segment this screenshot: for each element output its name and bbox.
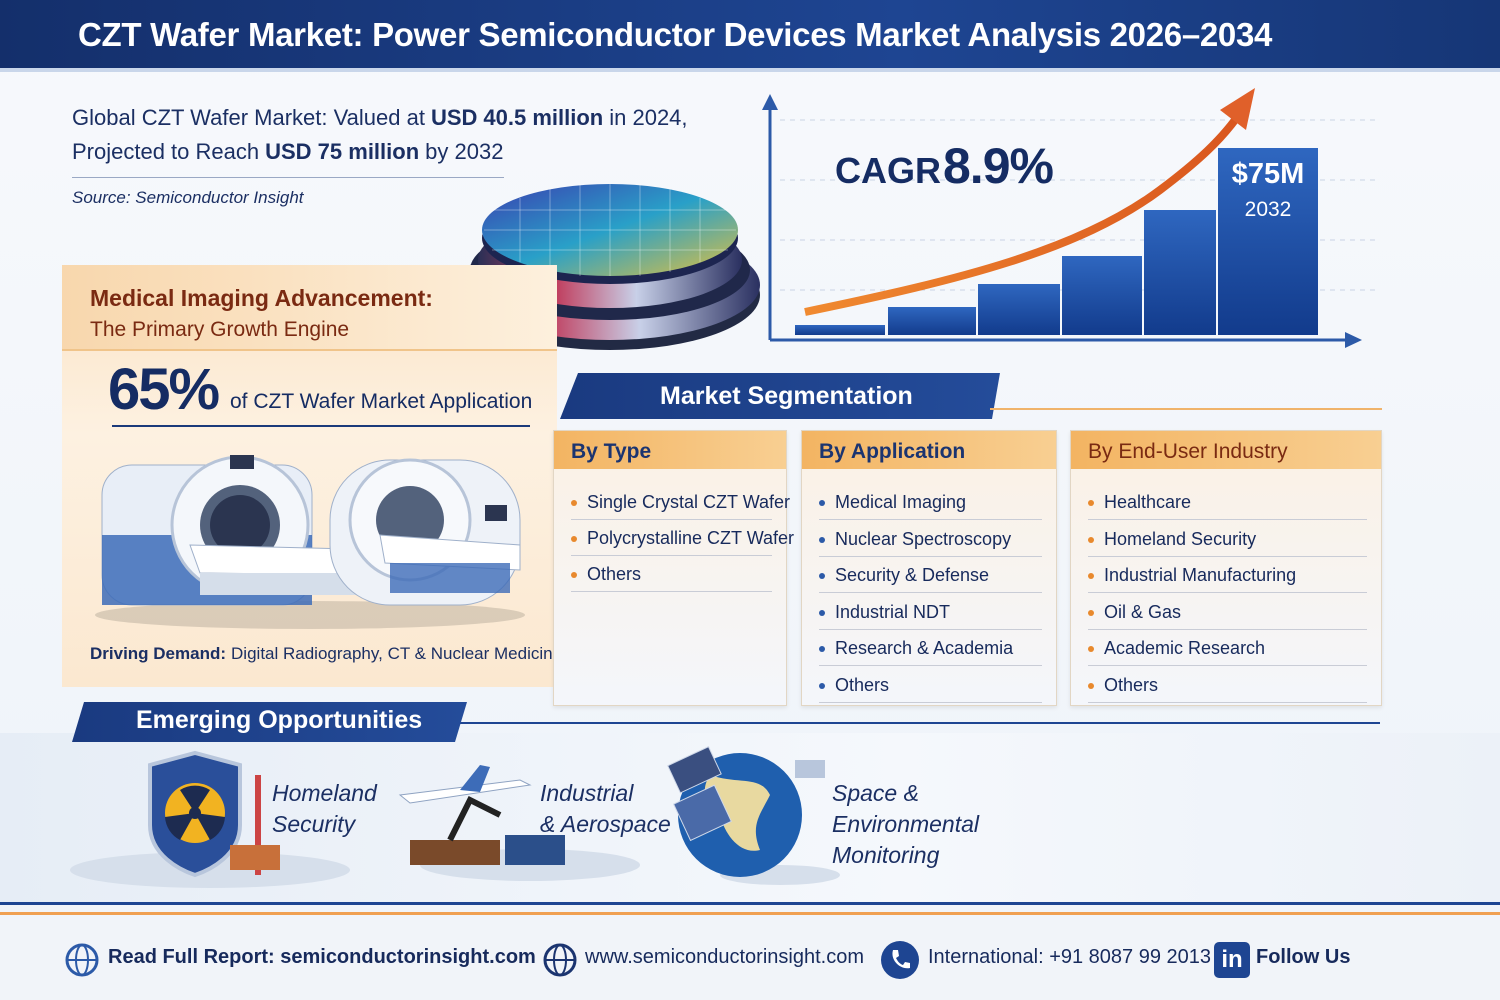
segment-column: By Application Medical Imaging Nuclear Spe…	[801, 430, 1057, 706]
globe-icon	[65, 943, 99, 977]
segment-item: Homeland Security	[1088, 529, 1367, 557]
opportunity-line: Industrial	[540, 780, 634, 806]
cagr-value: 8.9%	[943, 138, 1054, 194]
label: Driving Demand:	[90, 644, 227, 663]
segment-item: Polycrystalline CZT Wafer	[571, 528, 794, 556]
website-link[interactable]: www.semiconductorinsight.com	[585, 946, 864, 968]
column-heading: By Type	[554, 431, 786, 469]
divider	[72, 177, 504, 178]
callout-year: 2032	[1244, 198, 1292, 221]
medical-header	[62, 265, 557, 351]
text: USD 75 million	[265, 139, 420, 164]
opportunity: Space & Environmental Monitoring	[832, 778, 979, 871]
header: CZT Wafer Market: Power Semiconductor De…	[0, 0, 1500, 72]
segment-item: Academic Research	[1088, 638, 1367, 666]
title: CZT Wafer Market: Power Semiconductor De…	[78, 16, 1273, 53]
growth-illustration	[460, 88, 1375, 350]
share: 65%	[108, 357, 220, 422]
linkedin-icon[interactable]: in	[1214, 942, 1250, 978]
divider	[990, 408, 1382, 410]
column-heading: By Application	[802, 431, 1056, 469]
share-text: of CZT Wafer Market Application	[230, 390, 533, 413]
opportunity-icons	[70, 746, 840, 888]
segment-item: Oil & Gas	[1088, 602, 1367, 630]
opportunity-line: & Aerospace	[540, 811, 671, 837]
section-title: Market Segmentation	[660, 382, 913, 410]
follow-link[interactable]: Follow Us	[1256, 946, 1351, 968]
opportunity-line: Environmental	[832, 811, 980, 837]
medical-title: Medical Imaging Advancement:	[90, 285, 433, 311]
divider	[460, 722, 1380, 724]
opportunity: Homeland Security	[272, 778, 377, 840]
phone: International: +91 8087 99 2013	[928, 946, 1212, 968]
segment-item: Single Crystal CZT Wafer	[571, 492, 790, 520]
opportunity-line: Homeland	[272, 780, 377, 806]
text: Global CZT Wafer Market: Valued at	[72, 105, 425, 130]
footer	[0, 902, 1500, 1000]
segment-column: By End-User Industry Healthcare Homeland S…	[1070, 430, 1382, 706]
segment-item: Others	[819, 675, 1042, 703]
medical-subtitle: The Primary Growth Engine	[90, 318, 350, 341]
divider	[0, 912, 1500, 915]
segment-item: Research & Academia	[819, 638, 1042, 666]
column-heading: By End-User Industry	[1071, 431, 1381, 469]
text: by 2032	[425, 139, 504, 164]
text: Projected to Reach	[72, 139, 260, 164]
text: 40.5 million	[483, 105, 604, 130]
callout-value: $75M	[1231, 158, 1305, 190]
segment-item: Nuclear Spectroscopy	[819, 529, 1042, 557]
phone-icon	[881, 941, 919, 979]
mri-illustration	[95, 455, 525, 629]
segment-item: Others	[571, 564, 772, 592]
segment-item: Healthcare	[1088, 492, 1367, 520]
text: Digital Radiography, CT & Nuclear Medici…	[231, 644, 563, 663]
section-banner	[72, 702, 467, 742]
section-title: Emerging Opportunities	[136, 706, 423, 734]
text: in 2024,	[609, 105, 688, 130]
cagr-label: CAGR	[835, 150, 941, 191]
segment-item: Security & Defense	[819, 565, 1042, 593]
segment-item: Industrial Manufacturing	[1088, 565, 1367, 593]
segment-item: Medical Imaging	[819, 492, 1042, 520]
opportunity-line: Security	[272, 811, 356, 837]
text: USD	[430, 105, 478, 130]
intro-line: Global CZT Wafer Market: Valued at USD 40.…	[72, 105, 694, 131]
segment-item: Others	[1088, 675, 1367, 703]
opportunity-line: Space &	[832, 780, 919, 806]
opportunity: Industrial & Aerospace	[540, 778, 671, 840]
driving-demand: Driving Demand: Digital Radiography, CT &…	[90, 644, 562, 664]
globe-icon	[543, 943, 577, 977]
intro-line: Projected to Reach USD 75 million by 2032	[72, 139, 509, 165]
segment-item: Industrial NDT	[819, 602, 1042, 630]
section-banner	[560, 373, 1000, 419]
divider	[112, 425, 530, 427]
report-link[interactable]: Read Full Report: semiconductorinsight.c…	[108, 946, 536, 968]
source: Source: Semiconductor Insight	[72, 188, 304, 207]
opportunity-line: Monitoring	[832, 842, 940, 868]
segment-column: By Type Single Crystal CZT Wafer Polycryst…	[553, 430, 794, 706]
